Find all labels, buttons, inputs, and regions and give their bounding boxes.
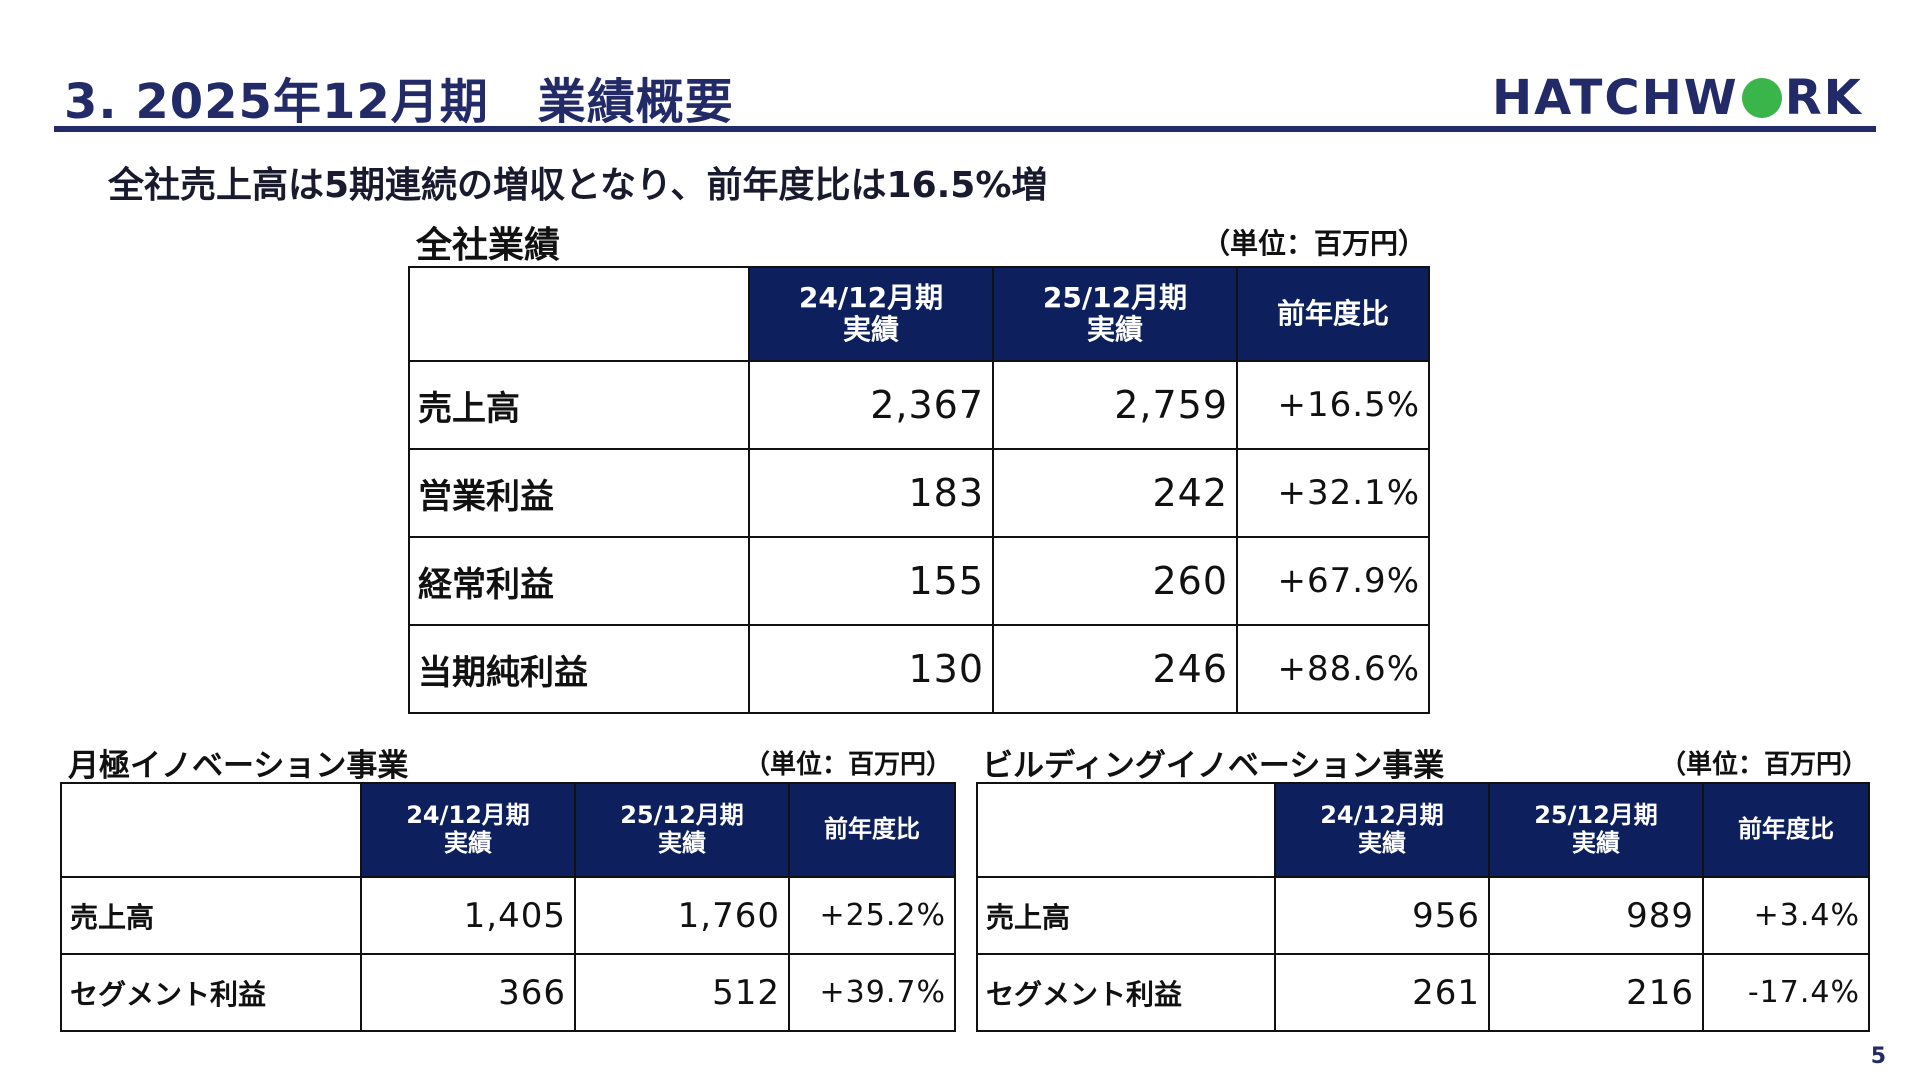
table-header-row: 24/12月期 実績 25/12月期 実績 前年度比 [408,266,1430,362]
table-row: 売上高 956 989 +3.4% [976,876,1870,955]
table-header-row: 24/12月期 実績 25/12月期 実績 前年度比 [60,782,956,878]
header-prev-period: 24/12月期 実績 [1274,782,1490,878]
header-prev-period: 24/12月期 実績 [360,782,576,878]
header-yoy: 前年度比 [1702,782,1870,878]
curr-value: 260 [992,536,1238,626]
yoy-value: +16.5% [1236,360,1430,450]
curr-value: 2,759 [992,360,1238,450]
header-curr-period: 25/12月期 実績 [574,782,790,878]
company-unit-label: （単位：百万円） [1201,227,1426,260]
prev-value: 130 [748,624,994,714]
row-label: セグメント利益 [60,953,362,1032]
logo-text-right: RK [1784,70,1863,126]
curr-value: 1,760 [574,876,790,955]
header-curr-period: 25/12月期 実績 [992,266,1238,362]
yoy-value: +88.6% [1236,624,1430,714]
prev-value: 2,367 [748,360,994,450]
table-row: 当期純利益 130 246 +88.6% [408,624,1430,714]
logo-text-left: HATCHW [1492,70,1739,126]
row-label: 売上高 [60,876,362,955]
table-corner-cell [60,782,362,878]
table-row: 売上高 1,405 1,760 +25.2% [60,876,956,955]
company-results-table: 24/12月期 実績 25/12月期 実績 前年度比 売上高 2,367 2,759… [408,266,1430,714]
segment-table-building: 24/12月期 実績 25/12月期 実績 前年度比 売上高 956 989 +3.… [976,782,1870,1032]
yoy-value: +3.4% [1702,876,1870,955]
row-label: セグメント利益 [976,953,1276,1032]
prev-value: 956 [1274,876,1490,955]
company-logo: HATCHW RK [1492,70,1863,126]
logo-dot-icon [1741,78,1782,118]
table-row: 売上高 2,367 2,759 +16.5% [408,360,1430,450]
prev-value: 261 [1274,953,1490,1032]
curr-value: 216 [1488,953,1704,1032]
prev-value: 1,405 [360,876,576,955]
segment-unit-label: （単位：百万円） [743,750,952,780]
row-label: 当期純利益 [408,624,750,714]
row-label: 経常利益 [408,536,750,626]
curr-value: 989 [1488,876,1704,955]
yoy-value: +25.2% [788,876,956,955]
yoy-value: -17.4% [1702,953,1870,1032]
table-row: 営業利益 183 242 +32.1% [408,448,1430,538]
slide-title: 3. 2025年12月期 業績概要 [64,74,734,130]
table-corner-cell [976,782,1276,878]
table-row: セグメント利益 366 512 +39.7% [60,953,956,1032]
segment-table-monthly: 24/12月期 実績 25/12月期 実績 前年度比 売上高 1,405 1,760… [60,782,956,1032]
segment-unit-label: （単位：百万円） [1659,750,1868,780]
row-label: 営業利益 [408,448,750,538]
company-results-title: 全社業績 [416,225,561,266]
yoy-value: +32.1% [1236,448,1430,538]
table-row: 経常利益 155 260 +67.9% [408,536,1430,626]
title-underline [54,126,1876,132]
curr-value: 246 [992,624,1238,714]
page-number: 5 [1870,1044,1886,1069]
header-yoy: 前年度比 [1236,266,1430,362]
header-yoy: 前年度比 [788,782,956,878]
prev-value: 155 [748,536,994,626]
table-header-row: 24/12月期 実績 25/12月期 実績 前年度比 [976,782,1870,878]
segment-title-monthly: 月極イノベーション事業 [68,748,409,784]
yoy-value: +39.7% [788,953,956,1032]
table-row: セグメント利益 261 216 -17.4% [976,953,1870,1032]
curr-value: 512 [574,953,790,1032]
header-curr-period: 25/12月期 実績 [1488,782,1704,878]
headline: 全社売上高は5期連続の増収となり、前年度比は16.5%増 [108,165,1048,206]
segment-title-building: ビルディングイノベーション事業 [982,748,1445,784]
curr-value: 242 [992,448,1238,538]
table-corner-cell [408,266,750,362]
header-prev-period: 24/12月期 実績 [748,266,994,362]
row-label: 売上高 [976,876,1276,955]
prev-value: 183 [748,448,994,538]
prev-value: 366 [360,953,576,1032]
yoy-value: +67.9% [1236,536,1430,626]
row-label: 売上高 [408,360,750,450]
